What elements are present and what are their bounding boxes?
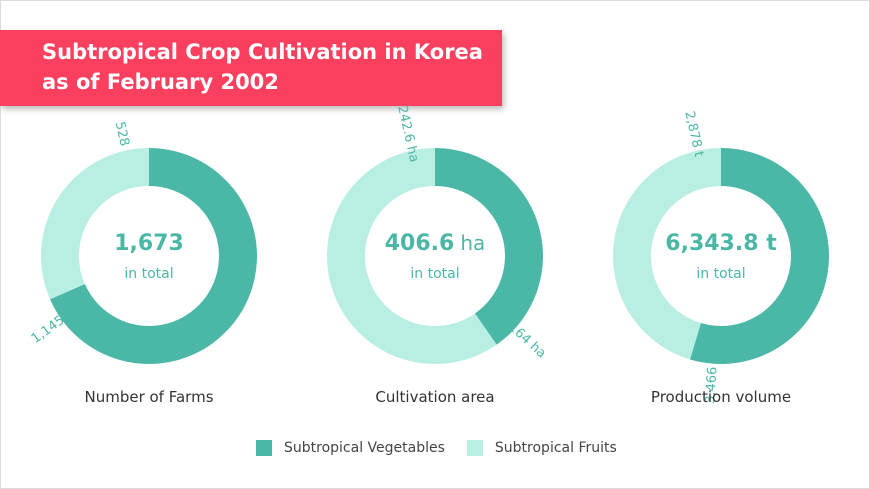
legend-swatch-vegetables (256, 440, 272, 456)
chart-title-line-2: as of February 2002 (42, 70, 279, 94)
slice-label-vegetables: 3,466 t (703, 357, 721, 404)
legend-item-fruits: Subtropical Fruits (466, 440, 617, 456)
legend-label-fruits: Subtropical Fruits (494, 440, 617, 456)
center-total-value: 1,673 (114, 231, 184, 256)
center-total-value: 6,343.8 t (665, 231, 777, 256)
legend: Subtropical Vegetables Subtropical Fruit… (256, 440, 639, 456)
legend-item-vegetables: Subtropical Vegetables (256, 440, 445, 456)
donut-slice-fruits (41, 148, 149, 300)
donut-slice-vegetables (689, 148, 829, 364)
chart-caption: Cultivation area (375, 388, 494, 406)
donut-slice-fruits (613, 148, 721, 360)
slice-label-fruits: 2,878 t (681, 110, 706, 159)
chart-caption: Production volume (651, 388, 791, 406)
legend-swatch-fruits (466, 440, 483, 456)
donut-slice-fruits (327, 148, 497, 365)
donut-chart-number-of-farms: 1,145 528 1,673 in total Number of Farms (29, 120, 257, 406)
chart-title-line-1: Subtropical Crop Cultivation in Korea (42, 40, 483, 64)
legend-label-vegetables: Subtropical Vegetables (284, 440, 445, 456)
center-total-value: 406.6 ha (385, 231, 486, 256)
center-total-caption: in total (124, 266, 173, 282)
donut-slice-vegetables (435, 148, 543, 345)
slice-label-vegetables: 164 ha (505, 320, 548, 362)
center-total-caption: in total (410, 266, 459, 282)
center-total-caption: in total (696, 266, 745, 282)
donut-slice-vegetables (50, 148, 257, 365)
slice-label-fruits: 528 (112, 120, 132, 148)
slice-label-vegetables: 1,145 (29, 313, 68, 347)
title-banner: Subtropical Crop Cultivation in Korea as… (0, 30, 502, 106)
donut-chart-production-volume: 3,466 t 2,878 t 6,343.8 t in total Productio… (613, 110, 829, 406)
chart-caption: Number of Farms (84, 388, 213, 406)
